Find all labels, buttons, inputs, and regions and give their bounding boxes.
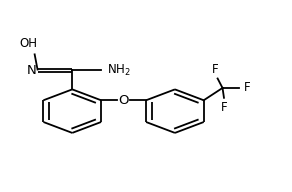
Text: OH: OH: [20, 37, 38, 50]
Text: N: N: [26, 64, 36, 77]
Text: F: F: [244, 81, 251, 94]
Text: NH$_2$: NH$_2$: [107, 63, 131, 78]
Text: F: F: [221, 101, 227, 114]
Text: O: O: [118, 94, 129, 107]
Text: F: F: [212, 63, 219, 76]
